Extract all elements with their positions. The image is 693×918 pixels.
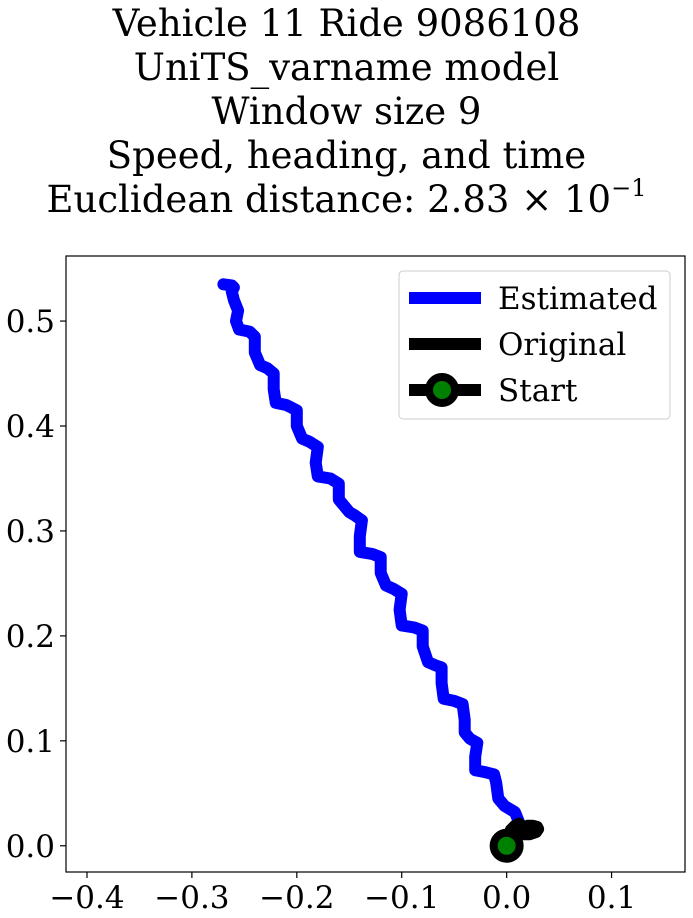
series-line-estimated — [217, 278, 526, 852]
x-tick-label: −0.2 — [259, 880, 334, 916]
start-marker — [489, 828, 524, 863]
y-tick-label: 0.1 — [6, 724, 55, 760]
y-tick-label: 0.5 — [6, 304, 55, 340]
distance-exponent: −1 — [611, 174, 647, 202]
legend-label-estimated: Estimated — [498, 281, 657, 317]
y-tick-label: 0.4 — [6, 409, 55, 445]
x-tick-label: −0.4 — [49, 880, 124, 916]
legend: Estimated Original Start — [398, 270, 671, 420]
title-line-window: Window size 9 — [211, 90, 482, 133]
plot-area — [217, 278, 545, 863]
distance-times: × — [521, 178, 553, 221]
legend-label-original: Original — [498, 327, 626, 363]
x-tick-label: 0.1 — [587, 880, 636, 916]
x-tick-label: −0.3 — [154, 880, 229, 916]
y-tick-label: 0.2 — [6, 619, 55, 655]
chart-title: Vehicle 11 Ride 9086108 UniTS_varname mo… — [0, 0, 693, 222]
title-line-model: UniTS_varname model — [133, 46, 560, 89]
legend-label-start: Start — [498, 373, 578, 409]
title-line-features: Speed, heading, and time — [106, 134, 587, 177]
x-axis: −0.4 −0.3 −0.2 −0.1 0.0 0.1 — [49, 872, 636, 916]
legend-box — [398, 270, 671, 420]
title-line-distance: Euclidean distance: 2.83 × 10−1 — [0, 176, 693, 222]
legend-start-marker — [425, 373, 459, 407]
y-tick-label: 0.3 — [6, 514, 55, 550]
series-line-original — [500, 817, 545, 852]
x-tick-label: 0.0 — [482, 880, 531, 916]
y-axis: 0.0 0.1 0.2 0.3 0.4 0.5 — [6, 304, 66, 865]
distance-base: 10 — [564, 178, 612, 221]
y-tick-label: 0.0 — [6, 829, 55, 865]
distance-label: Euclidean distance: 2.83 — [46, 178, 510, 221]
title-line-vehicle: Vehicle 11 Ride 9086108 — [112, 2, 581, 45]
x-tick-label: −0.1 — [364, 880, 439, 916]
axes-frame — [65, 255, 686, 873]
